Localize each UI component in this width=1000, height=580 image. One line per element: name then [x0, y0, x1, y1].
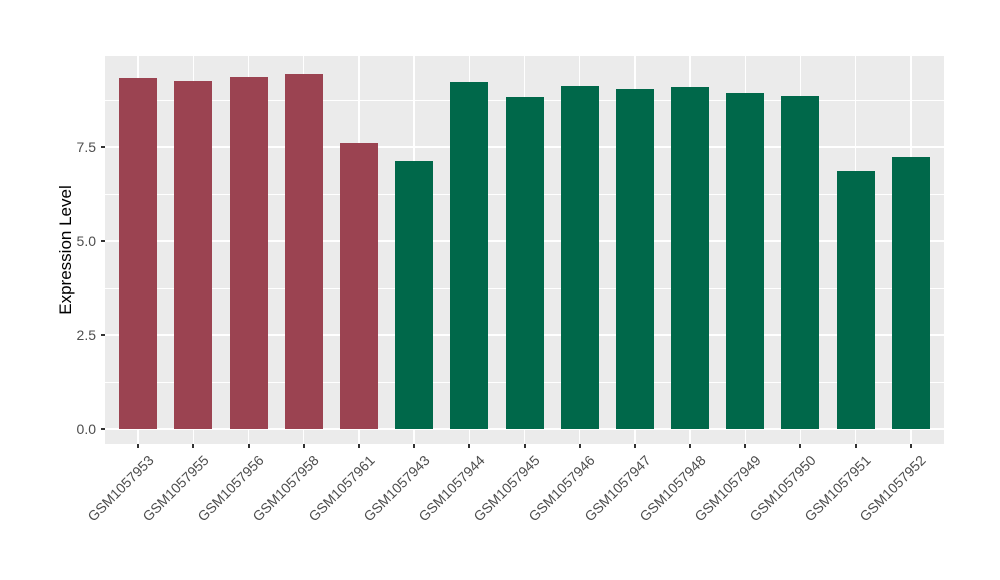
- bar: [781, 95, 820, 429]
- x-tick-mark: [799, 444, 802, 448]
- bar: [119, 77, 158, 429]
- bar: [505, 97, 544, 429]
- bar: [615, 89, 654, 429]
- x-tick-mark: [578, 444, 581, 448]
- bar: [891, 156, 930, 429]
- x-tick-mark: [357, 444, 360, 448]
- bar: [174, 80, 213, 429]
- y-tick-mark: [101, 146, 105, 148]
- bar: [229, 76, 268, 429]
- y-tick-label: 0.0: [76, 421, 96, 437]
- bar: [671, 87, 710, 429]
- x-tick-mark: [413, 444, 416, 448]
- y-tick-mark: [101, 334, 105, 336]
- bar: [284, 74, 323, 429]
- x-tick-mark: [633, 444, 636, 448]
- bar: [339, 142, 378, 429]
- bar: [450, 82, 489, 429]
- y-tick-label: 5.0: [76, 233, 96, 249]
- x-tick-mark: [689, 444, 692, 448]
- x-tick-mark: [854, 444, 857, 448]
- x-tick-mark: [909, 444, 912, 448]
- plot-panel: [105, 56, 944, 444]
- y-tick-mark: [101, 240, 105, 242]
- x-tick-mark: [137, 444, 140, 448]
- x-tick-mark: [523, 444, 526, 448]
- x-tick-mark: [302, 444, 305, 448]
- bar: [395, 160, 434, 429]
- y-axis-title: Expression Level: [56, 185, 75, 315]
- y-tick-label: 2.5: [76, 327, 96, 343]
- y-tick-label: 7.5: [76, 139, 96, 155]
- x-tick-mark: [468, 444, 471, 448]
- bar: [726, 92, 765, 429]
- y-tick-mark: [101, 428, 105, 430]
- x-tick-mark: [247, 444, 250, 448]
- x-tick-mark: [192, 444, 195, 448]
- bar: [560, 86, 599, 429]
- bar: [836, 171, 875, 429]
- x-tick-mark: [744, 444, 747, 448]
